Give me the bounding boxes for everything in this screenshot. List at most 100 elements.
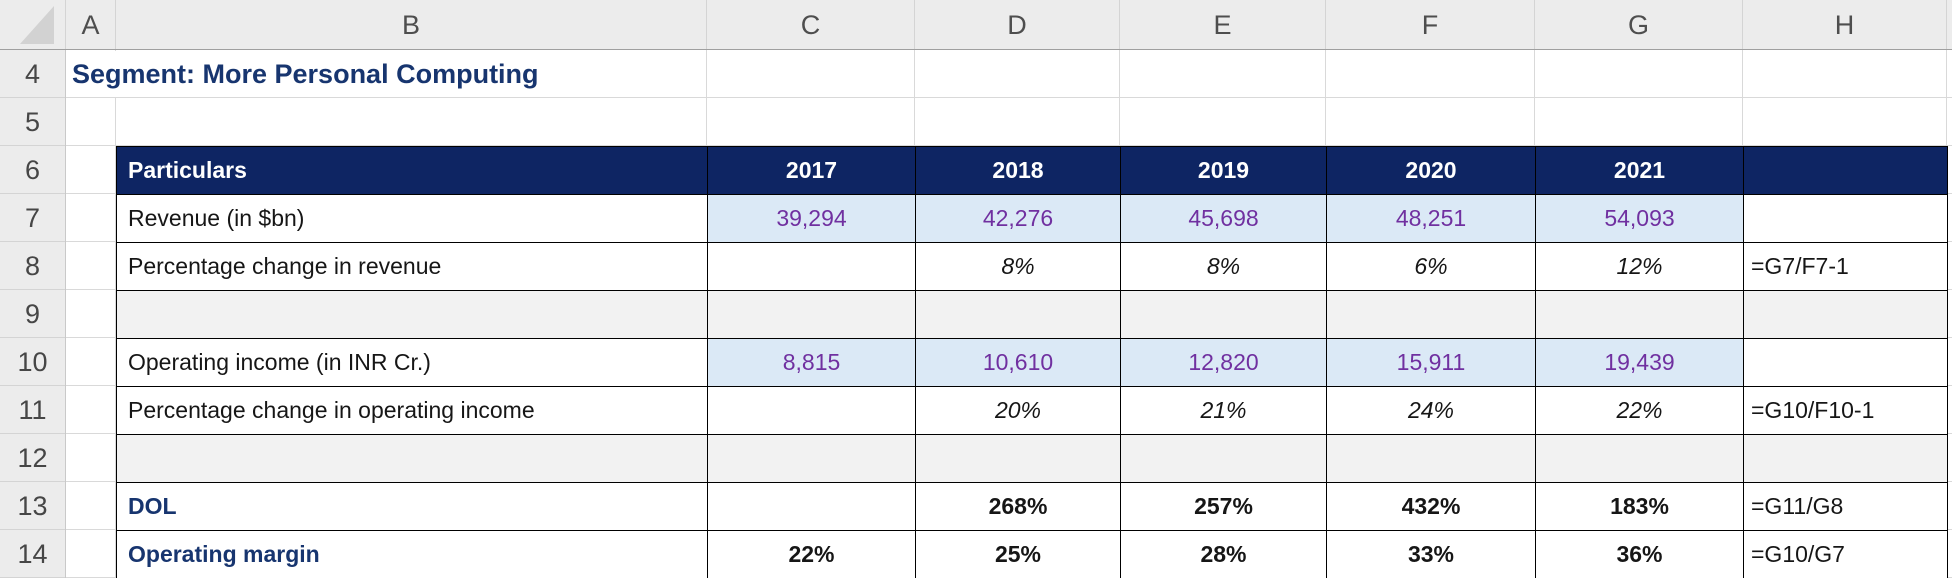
cell-G5[interactable] xyxy=(1535,98,1743,146)
cell-G14[interactable]: 36% xyxy=(1536,531,1744,578)
cell-B13[interactable]: DOL xyxy=(117,483,708,531)
cell-B7[interactable]: Revenue (in $bn) xyxy=(117,195,708,243)
cell-C10[interactable]: 8,815 xyxy=(708,339,916,387)
cell-G10[interactable]: 19,439 xyxy=(1536,339,1744,387)
cell-G4[interactable] xyxy=(1535,50,1743,98)
cell-A7[interactable] xyxy=(66,194,116,242)
cell-H9[interactable] xyxy=(1744,291,1948,339)
cell-A14[interactable] xyxy=(66,530,116,578)
cell-H4[interactable] xyxy=(1743,50,1947,98)
colhead-E[interactable]: E xyxy=(1120,0,1326,49)
cell-C12[interactable] xyxy=(708,435,916,483)
cell-E4[interactable] xyxy=(1120,50,1326,98)
cell-B12[interactable] xyxy=(117,435,708,483)
cell-C8[interactable] xyxy=(708,243,916,291)
cell-F7[interactable]: 48,251 xyxy=(1327,195,1536,243)
cell-D8[interactable]: 8% xyxy=(916,243,1121,291)
rowhead-13[interactable]: 13 xyxy=(0,482,65,530)
cell-B10[interactable]: Operating income (in INR Cr.) xyxy=(117,339,708,387)
cell-G7[interactable]: 54,093 xyxy=(1536,195,1744,243)
cell-B11[interactable]: Percentage change in operating income xyxy=(117,387,708,435)
colhead-H[interactable]: H xyxy=(1743,0,1947,49)
select-all-corner[interactable] xyxy=(0,0,66,49)
cell-E11[interactable]: 21% xyxy=(1121,387,1327,435)
cell-F11[interactable]: 24% xyxy=(1327,387,1536,435)
rowhead-12[interactable]: 12 xyxy=(0,434,65,482)
colhead-B[interactable]: B xyxy=(116,0,707,49)
rowhead-14[interactable]: 14 xyxy=(0,530,65,578)
cell-E10[interactable]: 12,820 xyxy=(1121,339,1327,387)
cell-D10[interactable]: 10,610 xyxy=(916,339,1121,387)
rowhead-10[interactable]: 10 xyxy=(0,338,65,386)
cell-A6[interactable] xyxy=(66,146,116,194)
colhead-F[interactable]: F xyxy=(1326,0,1535,49)
cell-C13[interactable] xyxy=(708,483,916,531)
cell-B14[interactable]: Operating margin xyxy=(117,531,708,578)
cell-E8[interactable]: 8% xyxy=(1121,243,1327,291)
colhead-A[interactable]: A xyxy=(66,0,116,49)
cell-A8[interactable] xyxy=(66,242,116,290)
cell-E5[interactable] xyxy=(1120,98,1326,146)
cell-G12[interactable] xyxy=(1536,435,1744,483)
cell-H13[interactable]: =G11/G8 xyxy=(1744,483,1948,531)
cell-F5[interactable] xyxy=(1326,98,1535,146)
rowhead-11[interactable]: 11 xyxy=(0,386,65,434)
cell-C6[interactable]: 2017 xyxy=(708,147,916,195)
rowhead-5[interactable]: 5 xyxy=(0,98,65,146)
rowhead-6[interactable]: 6 xyxy=(0,146,65,194)
cell-G13[interactable]: 183% xyxy=(1536,483,1744,531)
cell-A9[interactable] xyxy=(66,290,116,338)
cell-H10[interactable] xyxy=(1744,339,1948,387)
cell-F12[interactable] xyxy=(1327,435,1536,483)
rowhead-9[interactable]: 9 xyxy=(0,290,65,338)
cell-F13[interactable]: 432% xyxy=(1327,483,1536,531)
cell-G6[interactable]: 2021 xyxy=(1536,147,1744,195)
cell-F14[interactable]: 33% xyxy=(1327,531,1536,578)
cell-D9[interactable] xyxy=(916,291,1121,339)
cell-A4-title[interactable]: Segment: More Personal Computing xyxy=(70,51,539,97)
cell-E12[interactable] xyxy=(1121,435,1327,483)
cell-G11[interactable]: 22% xyxy=(1536,387,1744,435)
cell-A12[interactable] xyxy=(66,434,116,482)
cell-D7[interactable]: 42,276 xyxy=(916,195,1121,243)
cell-E13[interactable]: 257% xyxy=(1121,483,1327,531)
cell-D12[interactable] xyxy=(916,435,1121,483)
cell-E7[interactable]: 45,698 xyxy=(1121,195,1327,243)
cell-D13[interactable]: 268% xyxy=(916,483,1121,531)
cell-C5[interactable] xyxy=(707,98,915,146)
cell-F10[interactable]: 15,911 xyxy=(1327,339,1536,387)
cell-A13[interactable] xyxy=(66,482,116,530)
cell-H6[interactable] xyxy=(1744,147,1948,195)
cell-E6[interactable]: 2019 xyxy=(1121,147,1327,195)
cell-C14[interactable]: 22% xyxy=(708,531,916,578)
cell-A5[interactable] xyxy=(66,98,116,146)
colhead-C[interactable]: C xyxy=(707,0,915,49)
cell-C7[interactable]: 39,294 xyxy=(708,195,916,243)
cell-B8[interactable]: Percentage change in revenue xyxy=(117,243,708,291)
cell-F6[interactable]: 2020 xyxy=(1327,147,1536,195)
cell-C9[interactable] xyxy=(708,291,916,339)
cell-H12[interactable] xyxy=(1744,435,1948,483)
colhead-D[interactable]: D xyxy=(915,0,1120,49)
cell-A11[interactable] xyxy=(66,386,116,434)
cell-H14[interactable]: =G10/G7 xyxy=(1744,531,1948,578)
cell-F4[interactable] xyxy=(1326,50,1535,98)
cell-C4[interactable] xyxy=(707,50,915,98)
cell-D14[interactable]: 25% xyxy=(916,531,1121,578)
cell-D11[interactable]: 20% xyxy=(916,387,1121,435)
cell-F9[interactable] xyxy=(1327,291,1536,339)
cell-B5[interactable] xyxy=(116,98,707,146)
cell-H7[interactable] xyxy=(1744,195,1948,243)
rowhead-4[interactable]: 4 xyxy=(0,50,65,98)
rowhead-7[interactable]: 7 xyxy=(0,194,65,242)
cell-A10[interactable] xyxy=(66,338,116,386)
cell-H8[interactable]: =G7/F7-1 xyxy=(1744,243,1948,291)
cell-B9[interactable] xyxy=(117,291,708,339)
cell-H5[interactable] xyxy=(1743,98,1947,146)
cell-H11[interactable]: =G10/F10-1 xyxy=(1744,387,1948,435)
cell-D4[interactable] xyxy=(915,50,1120,98)
cell-F8[interactable]: 6% xyxy=(1327,243,1536,291)
cell-C11[interactable] xyxy=(708,387,916,435)
cell-D5[interactable] xyxy=(915,98,1120,146)
cell-E14[interactable]: 28% xyxy=(1121,531,1327,578)
